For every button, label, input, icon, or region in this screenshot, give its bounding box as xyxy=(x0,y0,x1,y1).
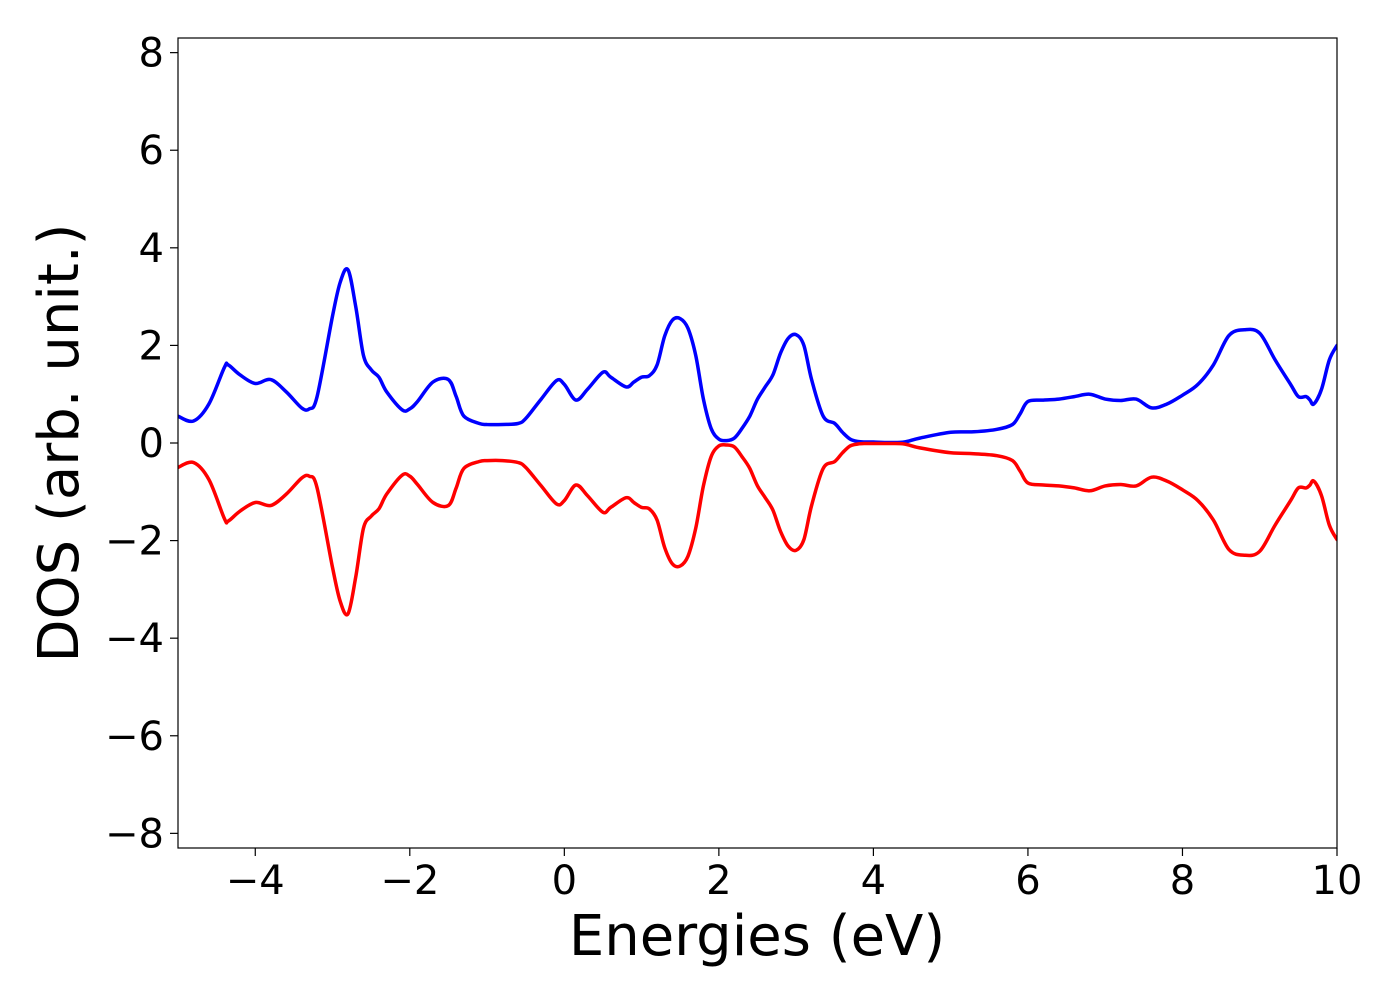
x-tick-label: −2 xyxy=(380,858,439,904)
x-tick-label: 8 xyxy=(1170,858,1195,904)
x-tick-label: 4 xyxy=(861,858,886,904)
y-tick-label: −2 xyxy=(105,519,164,565)
series-group xyxy=(178,267,1337,617)
x-tick-label: −4 xyxy=(226,858,285,904)
spin-down-dos-line xyxy=(178,441,1337,617)
y-tick-label: 0 xyxy=(139,421,164,467)
plot-area xyxy=(178,267,1337,617)
x-tick-label: 10 xyxy=(1312,858,1363,904)
y-axis-label: DOS (arb. unit.) xyxy=(27,223,92,662)
y-tick-label: 4 xyxy=(139,226,164,272)
y-tick-label: −6 xyxy=(105,714,164,760)
x-axis-label: Energies (eV) xyxy=(569,904,945,969)
y-tick-label: −8 xyxy=(105,811,164,857)
tick-group: −4 −2 0 2 4 6 8 10 −8 −6 −4 −2 0 2 4 6 8 xyxy=(105,31,1362,904)
y-tick-label: −4 xyxy=(105,616,164,662)
x-tick-label: 0 xyxy=(552,858,577,904)
y-tick-label: 2 xyxy=(139,323,164,369)
x-tick-label: 2 xyxy=(706,858,731,904)
x-tick-label: 6 xyxy=(1015,858,1040,904)
y-tick-label: 8 xyxy=(139,31,164,77)
spin-up-dos-line xyxy=(178,267,1337,445)
plot-frame xyxy=(177,37,1338,849)
y-tick-label: 6 xyxy=(139,128,164,174)
